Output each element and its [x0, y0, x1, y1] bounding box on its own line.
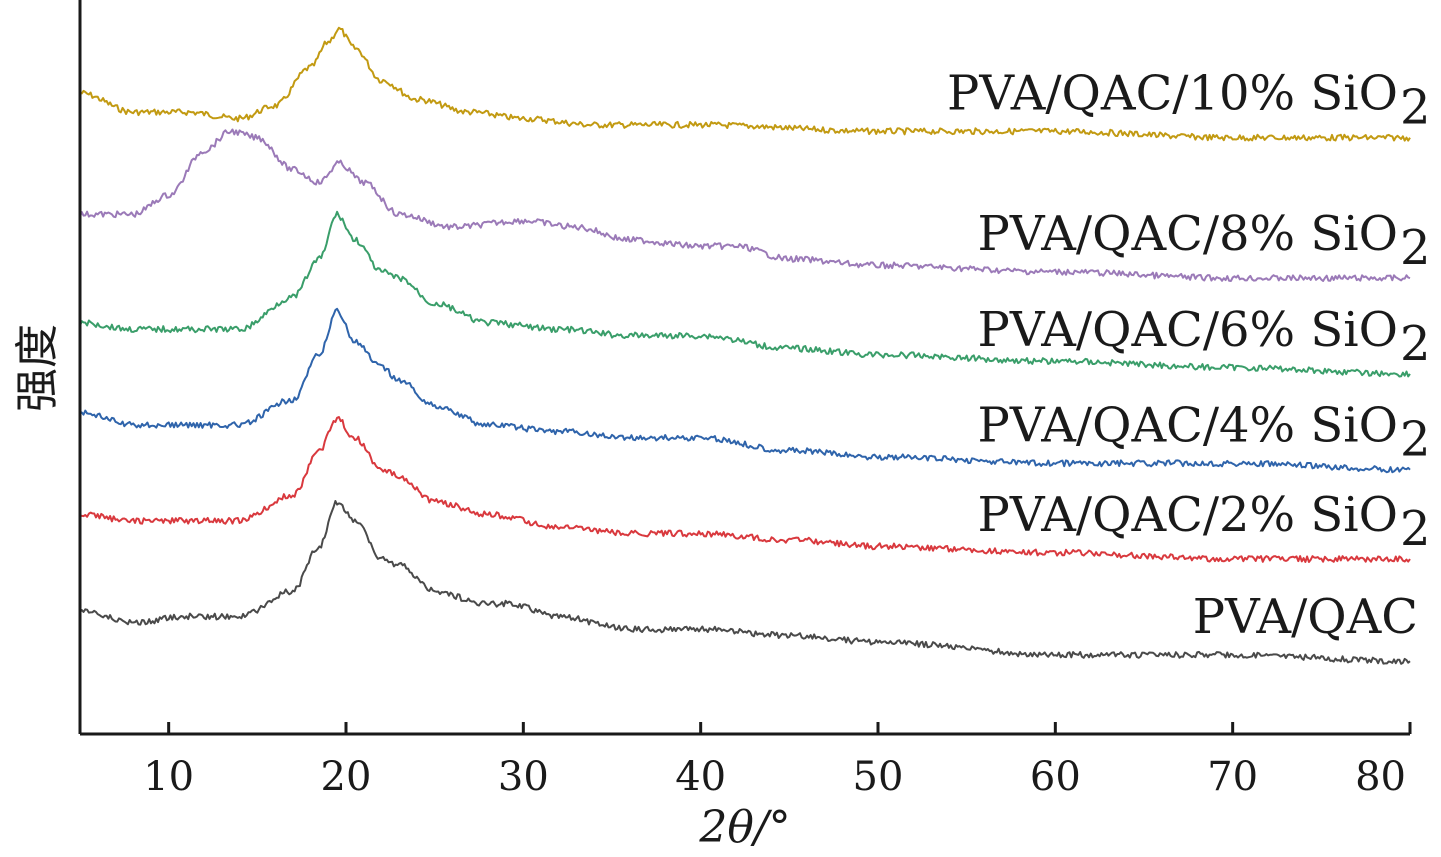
series-line-4: [79, 416, 1411, 563]
series-line-5: [79, 500, 1411, 665]
series-label-3: PVA/QAC/4% SiO: [978, 398, 1398, 454]
series-label-subscript-1: 2: [1400, 220, 1431, 276]
series-group: [79, 26, 1411, 665]
x-axis-label: 2θ/°: [698, 802, 790, 853]
x-tick-label: 30: [498, 754, 549, 800]
x-tick-label: 40: [675, 754, 726, 800]
series-label-1: PVA/QAC/8% SiO: [978, 206, 1398, 262]
series-label-subscript-3: 2: [1400, 412, 1431, 468]
series-line-0: [79, 26, 1411, 142]
x-tick-label: 50: [853, 754, 904, 800]
series-line-1: [79, 128, 1411, 282]
x-tick-label: 20: [321, 754, 372, 800]
series-label-5: PVA/QAC: [1193, 589, 1418, 645]
series-label-subscript-4: 2: [1400, 501, 1431, 557]
x-axis-ticks: 10 20 30 40 50 60 70 80: [143, 722, 1412, 800]
series-line-3: [79, 307, 1411, 474]
x-tick-label: 80: [1355, 754, 1406, 800]
y-axis-label: 强度: [12, 324, 63, 412]
series-label-2: PVA/QAC/6% SiO: [978, 302, 1398, 358]
series-label-4: PVA/QAC/2% SiO: [978, 487, 1398, 543]
series-label-subscript-0: 2: [1400, 80, 1431, 136]
series-label-0: PVA/QAC/10% SiO: [947, 66, 1398, 122]
x-tick-label: 70: [1207, 754, 1258, 800]
series-label-subscript-2: 2: [1400, 316, 1431, 372]
x-tick-label: 10: [143, 754, 194, 800]
series-line-2: [79, 210, 1411, 378]
x-tick-label: 60: [1030, 754, 1081, 800]
